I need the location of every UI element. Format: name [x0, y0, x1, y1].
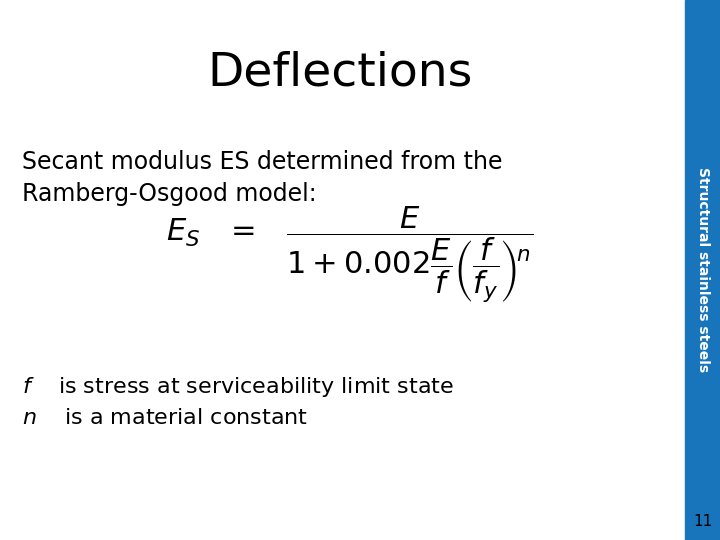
- Text: $n$    is a material constant: $n$ is a material constant: [22, 408, 308, 428]
- Bar: [685, 0, 720, 540]
- Text: Secant modulus ES determined from the: Secant modulus ES determined from the: [22, 150, 503, 174]
- Text: Deflections: Deflections: [207, 50, 472, 95]
- Text: Structural stainless steels: Structural stainless steels: [696, 167, 710, 373]
- Text: $f$    is stress at serviceability limit state: $f$ is stress at serviceability limit st…: [22, 375, 454, 399]
- Text: Ramberg-Osgood model:: Ramberg-Osgood model:: [22, 182, 317, 206]
- Text: 11: 11: [693, 515, 712, 530]
- Text: $E_S \;\;\; = \;\;\; \dfrac{E}{1+0.002\dfrac{E}{f}\left(\dfrac{f}{f_y}\right)^{\: $E_S \;\;\; = \;\;\; \dfrac{E}{1+0.002\d…: [166, 205, 534, 305]
